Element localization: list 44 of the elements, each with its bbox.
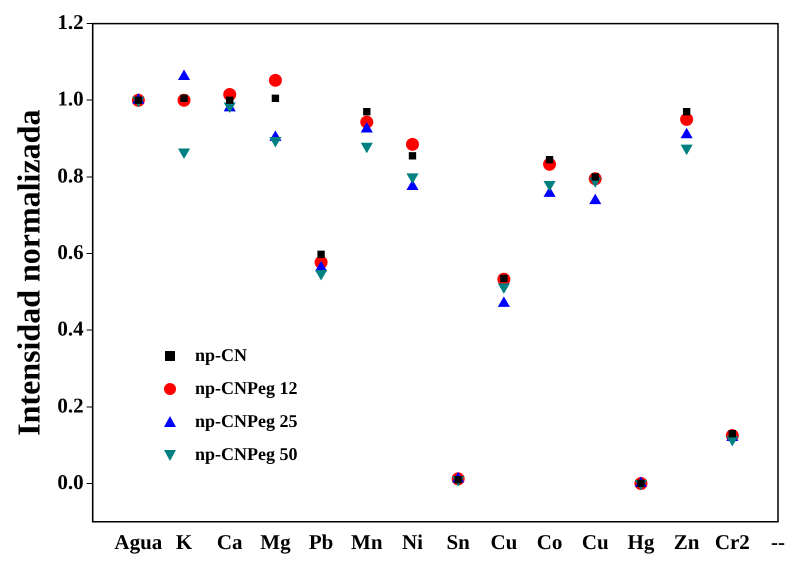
- point: [408, 152, 416, 160]
- y-tick-label: 1.2: [57, 10, 84, 34]
- x-tick-label: Sn: [446, 530, 470, 554]
- x-tick-label: Hg: [628, 530, 655, 554]
- point: [498, 283, 510, 294]
- point: [682, 108, 690, 116]
- x-tick-label: Cu: [490, 530, 518, 554]
- point: [270, 136, 282, 147]
- x-tick-label: Ni: [402, 530, 424, 554]
- x-tick-label: Ca: [216, 530, 244, 554]
- point: [544, 181, 556, 192]
- y-tick-label: 0.0: [57, 470, 84, 494]
- point: [363, 108, 370, 116]
- y-tick-label: 0.2: [57, 393, 84, 418]
- legend-label: np-CN: [195, 345, 248, 366]
- x-tick-label: Mn: [351, 530, 383, 554]
- y-tick-label: 0.8: [57, 163, 84, 188]
- y-tick-label: 1.0: [57, 86, 84, 111]
- x-tick-label: Cu: [582, 530, 609, 554]
- point: [680, 144, 692, 155]
- point: [361, 142, 372, 153]
- point: [268, 74, 282, 87]
- legend-label: np-CNPeg 12: [195, 378, 298, 399]
- x-tick-label: K: [176, 530, 193, 554]
- point: [272, 94, 280, 102]
- x-tick-label: --: [771, 530, 786, 554]
- x-tick-label: Mg: [260, 530, 292, 554]
- point: [226, 96, 234, 104]
- x-tick-label: Cr2: [714, 530, 750, 554]
- legend-label: np-CNPeg 25: [195, 411, 298, 432]
- y-tick-label: 0.4: [57, 316, 84, 341]
- point: [546, 156, 554, 164]
- y-axis-title: Intensidad normalizada: [10, 110, 46, 436]
- point: [406, 138, 419, 151]
- x-tick-label: Co: [536, 530, 562, 554]
- point: [317, 250, 325, 258]
- point: [315, 270, 327, 280]
- point: [178, 148, 190, 158]
- point: [406, 173, 418, 184]
- x-tick-label: Agua: [114, 530, 163, 554]
- legend-label: np-CNPeg 50: [195, 444, 298, 465]
- x-tick-label: Zn: [674, 530, 700, 554]
- y-tick-label: 0.6: [57, 240, 84, 264]
- x-tick-label: Pb: [308, 530, 334, 554]
